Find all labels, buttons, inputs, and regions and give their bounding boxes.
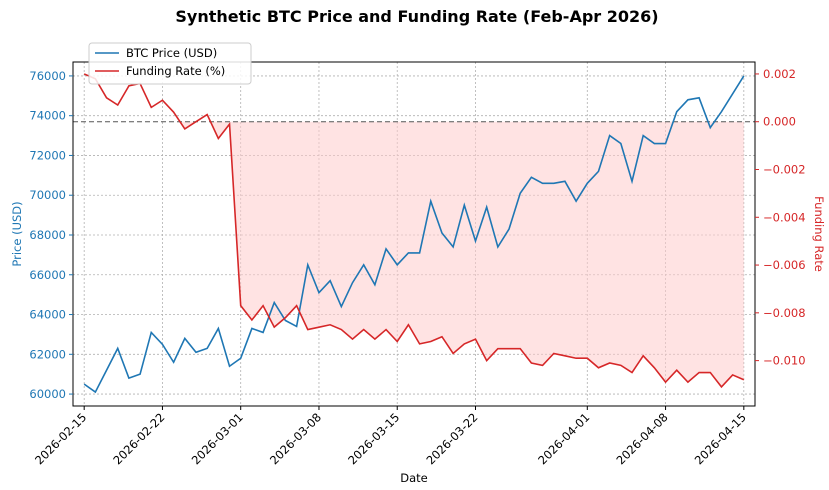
legend-label-funding: Funding Rate (%) xyxy=(126,64,225,78)
x-tick-label: 2026-03-22 xyxy=(423,410,480,467)
series-line-funding-rate xyxy=(83,73,745,389)
y-right-tick-label: −0.006 xyxy=(763,258,806,272)
series-layer xyxy=(83,73,745,394)
y-right-axis-ticks: −0.010 −0.008 −0.006 −0.004 −0.002 0.000 0.002 xyxy=(755,67,806,368)
y-left-tick-label: 64000 xyxy=(29,308,66,322)
x-tick-label: 2026-04-15 xyxy=(692,410,749,467)
y-right-axis-label: Funding Rate xyxy=(812,196,826,272)
y-left-axis-label: Price (USD) xyxy=(10,201,24,266)
y-left-tick-label: 70000 xyxy=(29,188,66,202)
y-left-tick-label: 68000 xyxy=(29,228,66,242)
funding-negative-area xyxy=(210,121,744,387)
y-right-tick-label: 0.000 xyxy=(763,115,796,129)
y-left-tick-label: 60000 xyxy=(29,387,66,401)
y-left-axis-ticks: 60000 62000 64000 66000 68000 70000 72000 74000… xyxy=(29,69,73,401)
y-left-tick-label: 62000 xyxy=(29,347,66,361)
y-left-tick-label: 76000 xyxy=(29,69,66,83)
legend-box xyxy=(88,42,252,85)
x-tick-label: 2026-04-08 xyxy=(614,410,671,467)
x-tick-label: 2026-03-08 xyxy=(267,410,324,467)
negative-funding-fill xyxy=(180,121,744,387)
x-axis-ticks: 2026-02-15 2026-02-22 2026-03-01 2026-03-08… xyxy=(32,406,749,467)
legend-label-price: BTC Price (USD) xyxy=(126,46,217,60)
y-right-tick-label: −0.002 xyxy=(763,163,806,177)
y-right-tick-label: −0.010 xyxy=(763,354,806,368)
y-left-tick-label: 66000 xyxy=(29,268,66,282)
series-line-btc-price xyxy=(83,75,745,394)
plot-frame xyxy=(72,61,756,407)
x-tick-label: 2026-03-15 xyxy=(345,410,402,467)
y-right-tick-label: −0.008 xyxy=(763,306,806,320)
y-right-tick-label: −0.004 xyxy=(763,210,806,224)
x-axis-label: Date xyxy=(400,471,428,485)
legend: BTC Price (USD) Funding Rate (%) xyxy=(88,42,252,85)
chart-title: Synthetic BTC Price and Funding Rate (Fe… xyxy=(175,7,658,26)
y-right-tick-label: 0.002 xyxy=(763,67,796,81)
x-tick-label: 2026-03-01 xyxy=(189,410,246,467)
x-tick-label: 2026-04-01 xyxy=(535,410,592,467)
y-left-tick-label: 74000 xyxy=(29,109,66,123)
y-left-tick-label: 72000 xyxy=(29,148,66,162)
x-tick-label: 2026-02-22 xyxy=(110,410,167,467)
x-tick-label: 2026-02-15 xyxy=(32,410,89,467)
